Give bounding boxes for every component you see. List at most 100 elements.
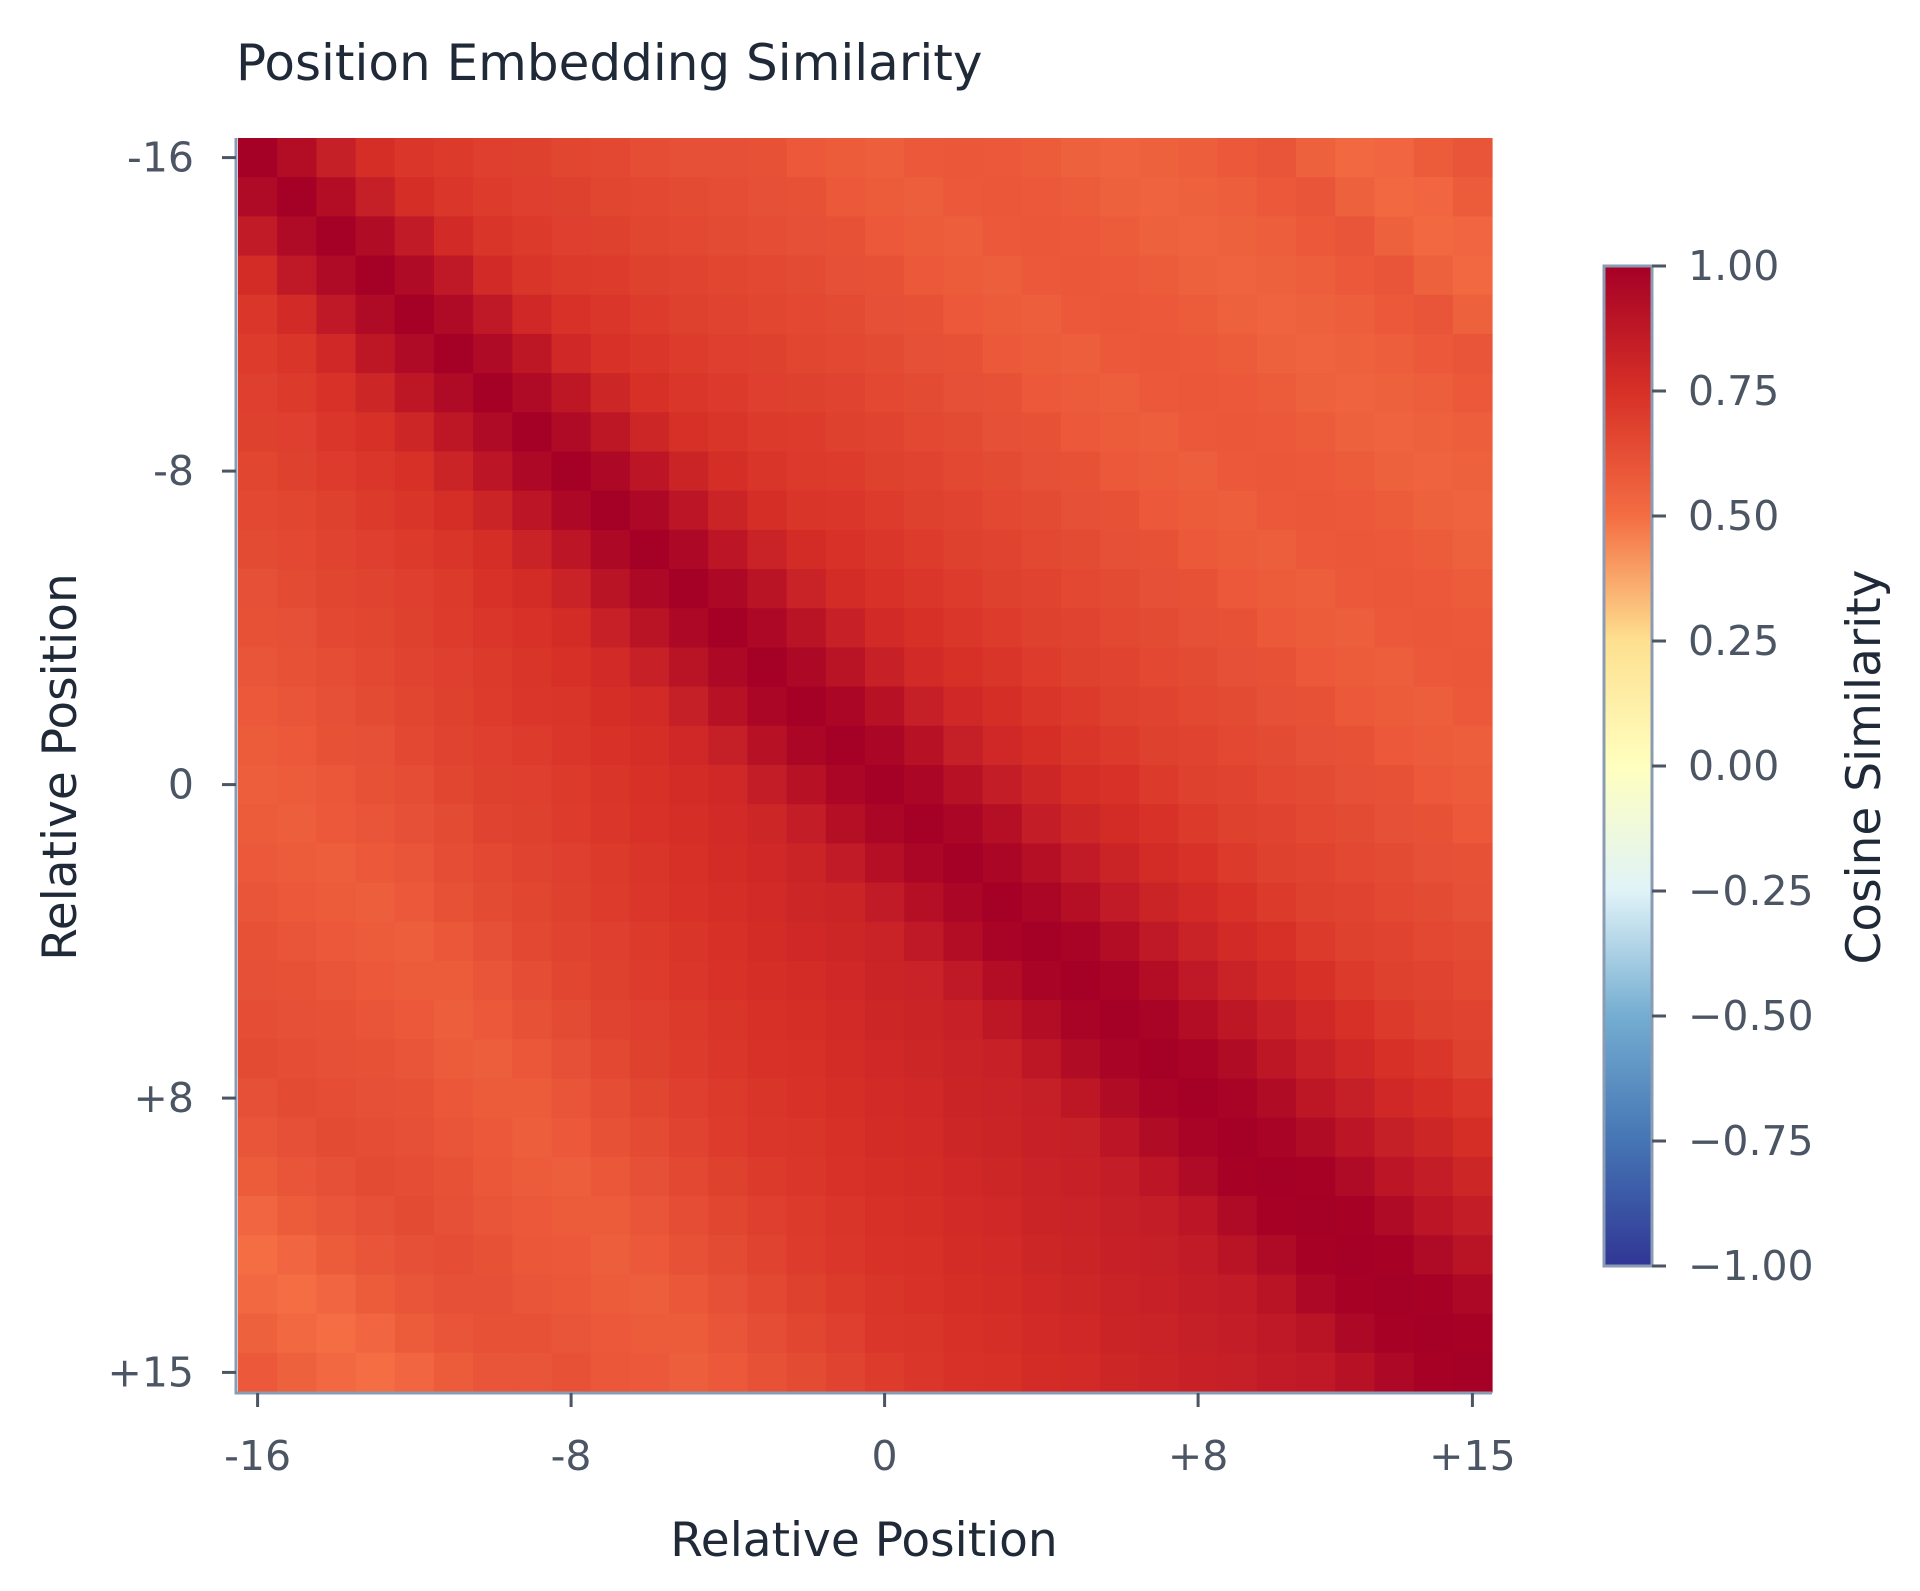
heatmap-cell (1217, 1196, 1258, 1236)
heatmap-cell (512, 177, 553, 217)
heatmap-cell (1178, 686, 1219, 727)
heatmap-cell (1296, 373, 1336, 413)
heatmap-cell (747, 1352, 788, 1393)
heatmap-cell (982, 373, 1023, 413)
y-tick-label: +8 (134, 1074, 194, 1122)
heatmap-cell (786, 1352, 827, 1393)
heatmap-cell (1296, 451, 1336, 492)
heatmap-cell (277, 647, 317, 688)
heatmap-cell (394, 1313, 435, 1354)
heatmap-cell (394, 647, 435, 688)
heatmap-cell (355, 804, 396, 844)
heatmap-cell (1452, 804, 1493, 844)
heatmap-cell (1374, 373, 1415, 413)
heatmap-cell (629, 138, 670, 178)
colorbar-label: Cosine Similarity (1837, 570, 1892, 965)
y-tick-label: 0 (168, 761, 194, 809)
heatmap-cell (747, 960, 788, 1001)
heatmap-cell (1296, 921, 1336, 962)
heatmap-cell (1021, 177, 1062, 217)
heatmap-cell (1374, 1274, 1415, 1315)
heatmap-cell (433, 451, 474, 492)
colorbar (1602, 264, 1654, 1268)
heatmap-cell (1335, 294, 1376, 335)
heatmap-cell (865, 294, 905, 335)
heatmap-cell (394, 1117, 435, 1158)
heatmap-cell (629, 725, 670, 766)
heatmap-cell (1100, 921, 1140, 962)
heatmap-cell (708, 1039, 749, 1080)
heatmap-cell (1178, 216, 1219, 257)
heatmap-cell (786, 216, 827, 257)
heatmap-cell (865, 804, 905, 844)
heatmap-cell (669, 451, 709, 492)
heatmap-cell (1296, 1000, 1336, 1040)
heatmap-cell (1217, 177, 1258, 217)
heatmap-cell (943, 216, 984, 257)
heatmap-cell (786, 177, 827, 217)
heatmap-cell (669, 960, 709, 1001)
heatmap-cell (1100, 1313, 1140, 1354)
heatmap-cell (1256, 608, 1297, 649)
heatmap-cell (316, 725, 357, 766)
heatmap-cell (1256, 333, 1297, 374)
heatmap-cell (865, 412, 905, 453)
heatmap-cell (825, 1078, 866, 1119)
heatmap-cell (1452, 647, 1493, 688)
heatmap-cell (1139, 1196, 1180, 1236)
heatmap-cell (825, 333, 866, 374)
heatmap-cell (590, 373, 631, 413)
heatmap-cell (433, 1078, 474, 1119)
heatmap-cell (669, 843, 709, 884)
heatmap-cell (590, 608, 631, 649)
heatmap-cell (1100, 1196, 1140, 1236)
heatmap-cell (1452, 686, 1493, 727)
heatmap-cell (786, 490, 827, 531)
heatmap-cell (1217, 686, 1258, 727)
heatmap-cell (277, 216, 317, 257)
heatmap-cell (825, 647, 866, 688)
heatmap-cell (433, 1196, 474, 1236)
heatmap-cell (355, 1196, 396, 1236)
heatmap-cell (433, 294, 474, 335)
heatmap-cell (1060, 1078, 1101, 1119)
heatmap-cell (1217, 294, 1258, 335)
heatmap-cell (238, 373, 278, 413)
heatmap-cell (1413, 882, 1454, 923)
heatmap-cell (669, 255, 709, 296)
heatmap-cell (1100, 1000, 1140, 1040)
heatmap-cell (1374, 451, 1415, 492)
heatmap-cell (433, 412, 474, 453)
heatmap-cell (1100, 1078, 1140, 1119)
x-axis-label: Relative Position (670, 1513, 1057, 1568)
heatmap-cell (708, 412, 749, 453)
heatmap-cell (1178, 138, 1219, 178)
heatmap-cell (551, 1117, 592, 1158)
heatmap-cell (1217, 1117, 1258, 1158)
heatmap-cell (904, 412, 944, 453)
heatmap-cell (865, 529, 905, 570)
heatmap-cell (1452, 412, 1493, 453)
heatmap-cell (1178, 529, 1219, 570)
heatmap-cell (238, 765, 278, 805)
heatmap-cell (277, 1078, 317, 1119)
heatmap-cell (904, 765, 944, 805)
heatmap-cell (943, 177, 984, 217)
heatmap-cell (1217, 960, 1258, 1001)
heatmap-cell (394, 1235, 435, 1276)
heatmap-cell (1060, 725, 1101, 766)
heatmap-cell (1335, 412, 1376, 453)
heatmap-cell (708, 1196, 749, 1236)
heatmap-cell (1374, 333, 1415, 374)
heatmap-cell (551, 1313, 592, 1354)
heatmap-cell (1335, 725, 1376, 766)
heatmap-cell (394, 255, 435, 296)
heatmap-cell (865, 490, 905, 531)
heatmap-cell (904, 725, 944, 766)
heatmap-cell (1060, 921, 1101, 962)
heatmap-cell (316, 333, 357, 374)
heatmap-cell (277, 921, 317, 962)
heatmap-cell (1021, 843, 1062, 884)
heatmap-cell (277, 725, 317, 766)
heatmap-cell (1374, 294, 1415, 335)
